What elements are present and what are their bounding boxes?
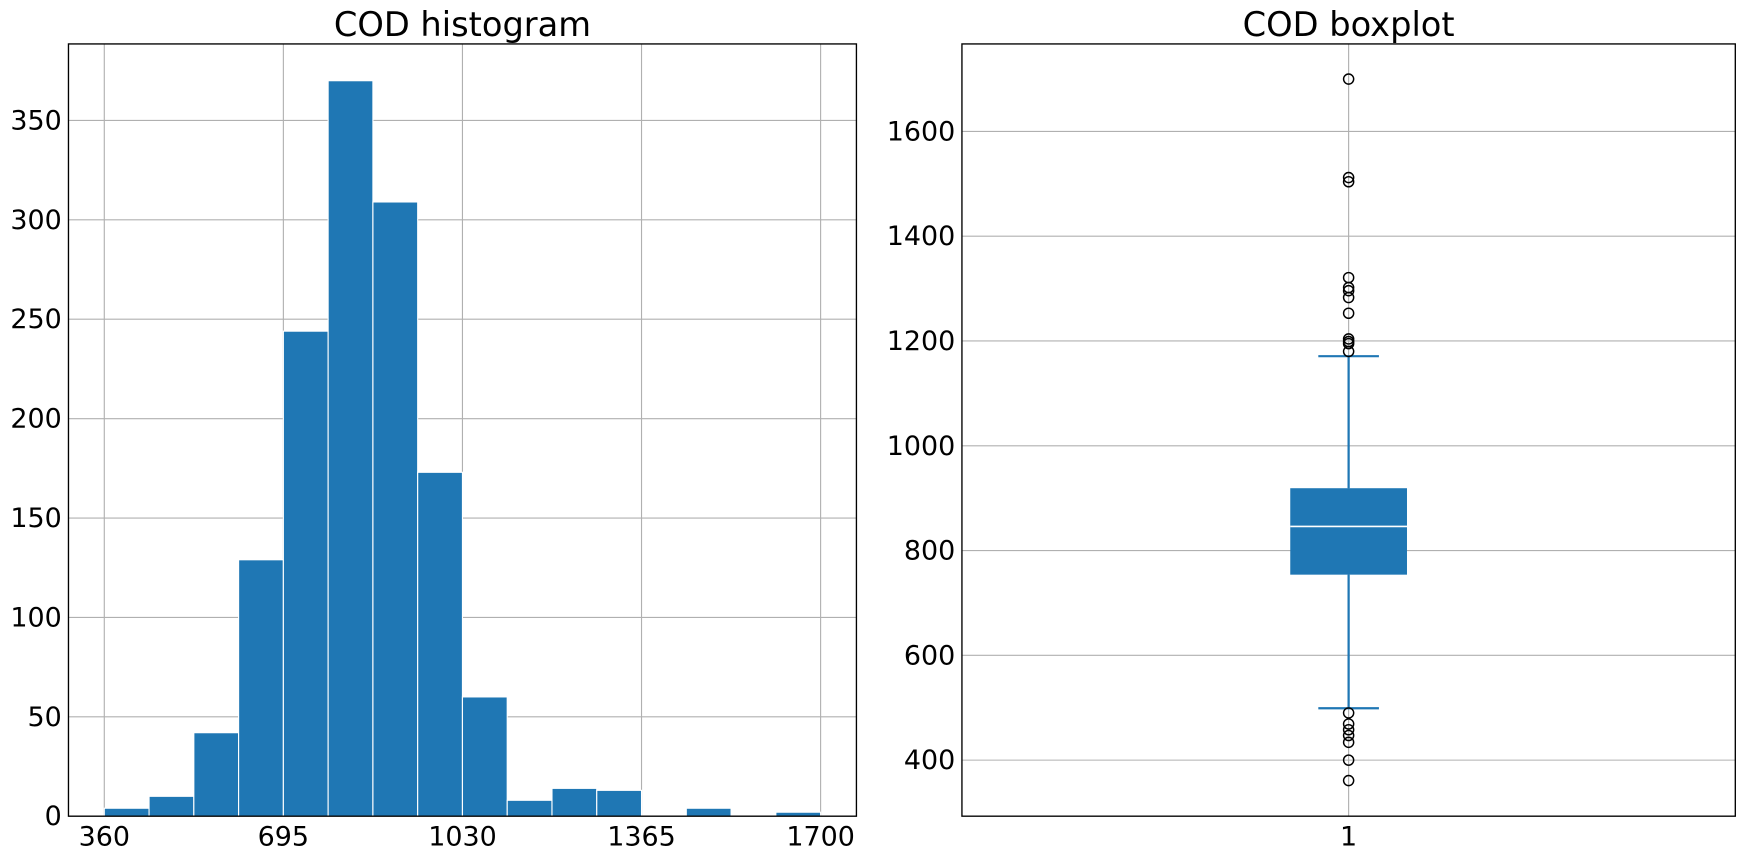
outlier bbox=[1342, 73, 1355, 85]
bar bbox=[551, 787, 598, 817]
outlier bbox=[1342, 774, 1355, 787]
chart-title: COD histogram bbox=[334, 5, 591, 44]
y-tick-label: 0 bbox=[45, 801, 62, 832]
y-tick-label: 300 bbox=[10, 205, 61, 236]
y-tick-label: 50 bbox=[27, 702, 61, 733]
outlier bbox=[1342, 307, 1355, 320]
bar bbox=[282, 330, 329, 817]
y-tick-label: 1200 bbox=[887, 326, 956, 357]
outlier bbox=[1342, 729, 1355, 742]
chart-title: COD boxplot bbox=[1243, 5, 1455, 44]
bar bbox=[685, 807, 732, 817]
x-tick-label: 360 bbox=[79, 821, 130, 852]
plot-frame bbox=[67, 43, 858, 817]
x-tick-label: 1700 bbox=[786, 821, 855, 852]
y-tick-label: 1000 bbox=[887, 431, 956, 462]
outlier bbox=[1342, 723, 1355, 736]
outlier bbox=[1342, 754, 1355, 766]
outlier bbox=[1342, 707, 1355, 719]
y-tick-label: 150 bbox=[10, 503, 61, 534]
bar bbox=[148, 795, 195, 817]
plot-frame bbox=[961, 43, 1736, 817]
y-tick-label: 800 bbox=[904, 536, 955, 567]
outlier bbox=[1342, 291, 1355, 304]
bar bbox=[238, 559, 284, 817]
bar bbox=[327, 80, 374, 817]
box bbox=[1290, 488, 1407, 575]
bar bbox=[103, 807, 150, 817]
y-tick-label: 400 bbox=[904, 745, 955, 776]
x-tick-label: 695 bbox=[258, 821, 309, 852]
x-tick-label: 1 bbox=[1340, 821, 1357, 852]
y-tick-label: 100 bbox=[10, 602, 61, 633]
outlier bbox=[1342, 284, 1355, 297]
y-tick-label: 200 bbox=[10, 404, 61, 435]
x-tick-label: 1365 bbox=[607, 821, 676, 852]
bar bbox=[506, 799, 553, 817]
y-tick-label: 250 bbox=[10, 304, 61, 335]
bar bbox=[193, 732, 240, 817]
bar bbox=[461, 696, 508, 817]
outlier bbox=[1342, 337, 1355, 350]
outlier bbox=[1342, 175, 1355, 188]
y-tick-label: 600 bbox=[904, 640, 955, 671]
outlier bbox=[1342, 171, 1355, 184]
outlier bbox=[1342, 345, 1355, 358]
y-tick-label: 350 bbox=[10, 105, 61, 136]
bar bbox=[596, 789, 643, 817]
outlier bbox=[1342, 736, 1355, 749]
x-tick-label: 1030 bbox=[428, 821, 497, 852]
bar bbox=[372, 201, 419, 817]
y-tick-label: 1600 bbox=[887, 116, 956, 147]
outlier bbox=[1342, 718, 1355, 730]
y-tick-label: 1400 bbox=[887, 221, 956, 252]
bar bbox=[417, 471, 464, 817]
